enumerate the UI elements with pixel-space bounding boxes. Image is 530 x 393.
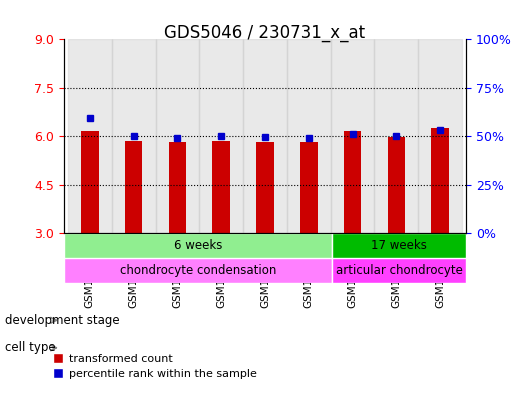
Bar <box>344 131 361 233</box>
Text: GDS5046 / 230731_x_at: GDS5046 / 230731_x_at <box>164 24 366 42</box>
Bar <box>81 131 99 233</box>
Text: 17 weeks: 17 weeks <box>372 239 427 252</box>
Bar <box>213 141 230 233</box>
Bar <box>256 142 274 233</box>
Bar <box>431 128 449 233</box>
FancyBboxPatch shape <box>64 258 332 283</box>
Bar <box>155 39 199 233</box>
FancyBboxPatch shape <box>64 233 332 258</box>
Bar <box>375 39 418 233</box>
Bar <box>199 39 243 233</box>
Bar <box>243 39 287 233</box>
Bar <box>387 137 405 233</box>
FancyBboxPatch shape <box>332 258 466 283</box>
Legend: transformed count, percentile rank within the sample: transformed count, percentile rank withi… <box>48 349 261 384</box>
Bar <box>300 142 317 233</box>
Bar <box>287 39 331 233</box>
Text: development stage: development stage <box>5 314 120 327</box>
Bar <box>418 39 462 233</box>
Text: articular chondrocyte: articular chondrocyte <box>336 264 463 277</box>
Bar <box>68 39 112 233</box>
FancyBboxPatch shape <box>332 233 466 258</box>
Bar <box>331 39 375 233</box>
Bar <box>125 141 143 233</box>
Text: chondrocyte condensation: chondrocyte condensation <box>120 264 276 277</box>
Bar <box>112 39 155 233</box>
Bar <box>169 142 186 233</box>
Text: cell type: cell type <box>5 341 56 354</box>
Text: 6 weeks: 6 weeks <box>174 239 222 252</box>
